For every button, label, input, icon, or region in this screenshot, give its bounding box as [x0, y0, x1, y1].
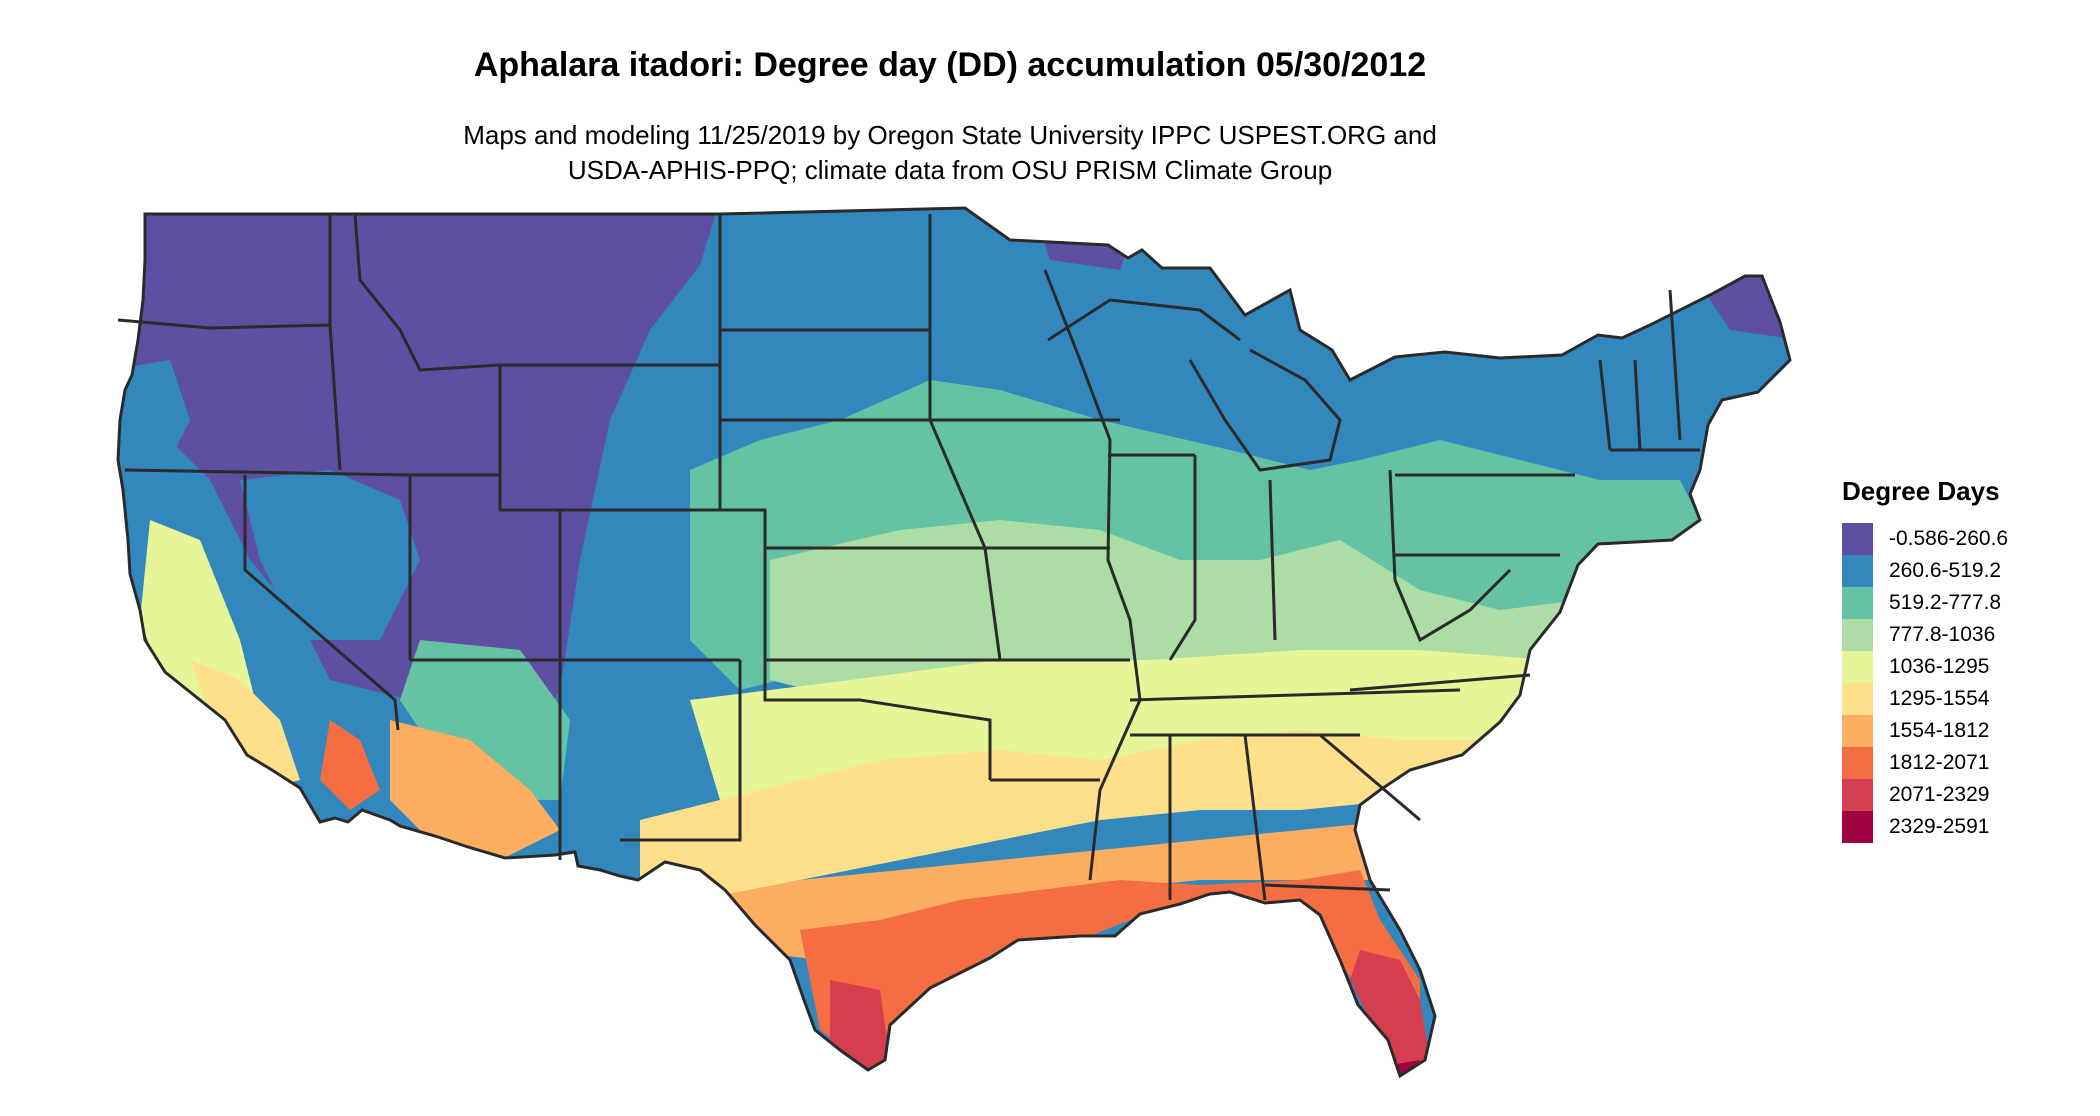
nm-tx-border: [620, 660, 742, 842]
legend-item: 777.8-1036: [1842, 619, 2008, 651]
legend-item: 1554-1812: [1842, 715, 2008, 747]
in-oh-border: [1268, 479, 1277, 641]
legend-swatch: [1842, 747, 1873, 779]
subtitle-line-2: USDA-APHIS-PPQ; climate data from OSU PR…: [567, 155, 1333, 185]
legend: Degree Days -0.586-260.6 260.6-519.2 519…: [1842, 476, 2008, 843]
mississippi-river: [1043, 269, 1142, 881]
legend-label: 2329-2591: [1889, 815, 1990, 838]
degree-day-raster: [118, 208, 1790, 1076]
legend-swatch: [1842, 779, 1873, 811]
or-ca-nv-border: [124, 468, 411, 477]
legend-item: 519.2-777.8: [1842, 587, 2008, 619]
mt-id-border: [353, 213, 501, 372]
ky-tn-border: [1129, 688, 1461, 702]
zone-1295-1554-california: [190, 660, 300, 790]
legend-item: 1295-1554: [1842, 683, 2008, 715]
il-in-border: [1168, 455, 1197, 661]
legend-label: 1295-1554: [1889, 687, 1990, 710]
legend-item: 260.6-519.2: [1842, 555, 2008, 587]
legend-item: -0.586-260.6: [1842, 523, 2008, 555]
michigan-ups: [1047, 298, 1342, 472]
legend-title: Degree Days: [1842, 476, 2000, 506]
map-subtitle: Maps and modeling 11/25/2019 by Oregon S…: [0, 118, 1900, 188]
id-west-border: [328, 214, 342, 471]
legend-item: 1036-1295: [1842, 651, 2008, 683]
legend-swatch: [1842, 555, 1873, 587]
legend-swatch: [1842, 619, 1873, 651]
legend-swatch: [1842, 683, 1873, 715]
legend-swatch: [1842, 651, 1873, 683]
legend-swatch: [1842, 715, 1873, 747]
zone-1812-2071-desert: [320, 720, 380, 810]
legend-label: 777.8-1036: [1889, 623, 1996, 646]
ca-nv-border: [243, 475, 400, 731]
legend-label: 260.6-519.2: [1889, 559, 2002, 582]
plains-east-border: [928, 214, 1002, 661]
va-wv-border: [1393, 568, 1512, 643]
co-box: [560, 508, 767, 660]
al-ga-border: [1243, 734, 1267, 901]
legend-item: 1812-2071: [1842, 747, 2008, 779]
legend-swatch: [1842, 587, 1873, 619]
nc-va-border: [1349, 673, 1531, 692]
state-boundaries: [117, 213, 1700, 901]
legend-swatch: [1842, 523, 1873, 555]
legend-label: 2071-2329: [1889, 783, 1990, 806]
zone-1812-2071: [800, 870, 1420, 1060]
ga-fl-border: [1264, 883, 1391, 892]
legend-label: 519.2-777.8: [1889, 591, 2002, 614]
ga-sc-border: [1319, 733, 1421, 822]
oh-pa-border: [1388, 469, 1397, 581]
ok-tx-border: [763, 660, 992, 780]
az-nm-border: [410, 658, 740, 860]
wa-or-border: [117, 318, 331, 330]
zone-1554-1812-arizona: [390, 720, 560, 860]
ut-box: [410, 473, 562, 660]
new-england-borders: [1598, 289, 1700, 452]
legend-label: 1554-1812: [1889, 719, 1990, 742]
legend-swatch: [1842, 811, 1873, 843]
subtitle-line-1: Maps and modeling 11/25/2019 by Oregon S…: [463, 120, 1437, 150]
map-title: Aphalara itadori: Degree day (DD) accumu…: [473, 46, 1427, 84]
legend-label: -0.586-260.6: [1889, 527, 2009, 550]
legend-item: 2071-2329: [1842, 779, 2008, 811]
legend-item: 2329-2591: [1842, 811, 2008, 843]
zone-260-519-basin: [240, 470, 420, 640]
legend-label: 1036-1295: [1889, 655, 1990, 678]
zone-1295-1554: [640, 720, 1600, 900]
zone-260-519-coast: [118, 360, 190, 480]
zone-2071-2329-florida: [1350, 950, 1430, 1075]
degree-day-map: [116, 206, 1792, 1078]
legend-label: 1812-2071: [1889, 751, 1990, 774]
